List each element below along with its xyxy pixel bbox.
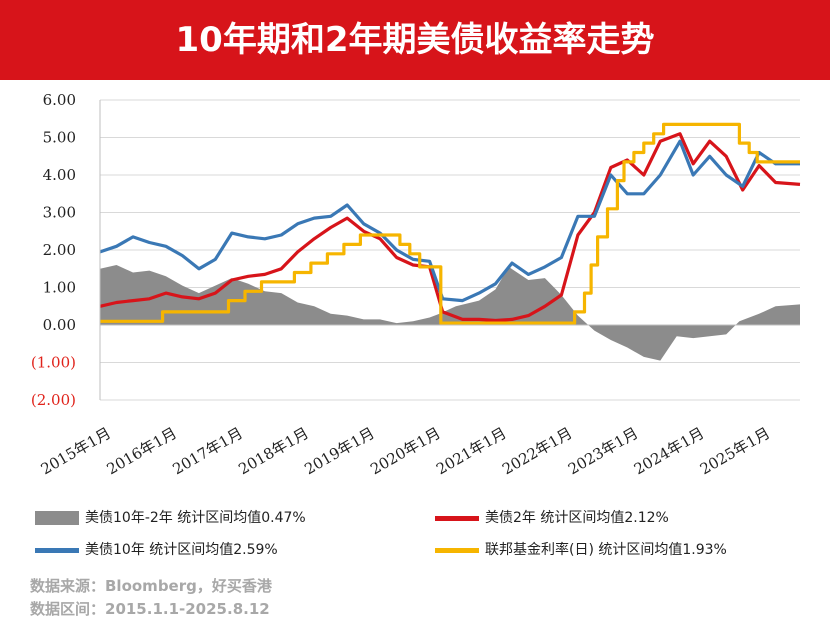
title-bar bbox=[0, 0, 830, 80]
legend-swatch-fedfunds bbox=[435, 548, 479, 553]
series-area-spread bbox=[100, 265, 800, 361]
series-group bbox=[99, 122, 801, 361]
legend-label-10y: 美债10年 统计区间均值2.59% bbox=[85, 542, 278, 558]
date-range-note: 数据区间：2015.1.1-2025.8.12 bbox=[30, 600, 270, 618]
y-tick-label: (1.00) bbox=[31, 354, 76, 372]
legend-label-2y: 美债2年 统计区间均值2.12% bbox=[485, 510, 669, 526]
series-line-3 bbox=[100, 122, 800, 325]
legend-item-spread: 美债10年-2年 统计区间均值0.47% bbox=[35, 506, 395, 530]
x-tick-label: 2016年1月 bbox=[104, 424, 180, 478]
yield-chart: 6.00 5.00 4.00 3.00 2.00 1.00 0.00 (1.00) (2.00)… bbox=[31, 91, 801, 478]
y-tick-label: 6.00 bbox=[43, 91, 76, 109]
legend-swatch-spread bbox=[35, 511, 79, 525]
legend-item-2y: 美债2年 统计区间均值2.12% bbox=[435, 506, 815, 530]
legend-swatch-2y bbox=[435, 516, 479, 521]
x-tick-label: 2020年1月 bbox=[367, 424, 443, 478]
series-line-1 bbox=[99, 132, 801, 323]
x-tick-label: 2023年1月 bbox=[565, 424, 641, 478]
legend-item-10y: 美债10年 统计区间均值2.59% bbox=[35, 538, 395, 562]
x-tick-label: 2019年1月 bbox=[301, 424, 377, 478]
x-tick-label: 2018年1月 bbox=[235, 424, 311, 478]
y-tick-label: 1.00 bbox=[43, 279, 76, 297]
legend-label-fedfunds: 联邦基金利率(日) 统计区间均值1.93% bbox=[485, 542, 727, 558]
chart-title: 10年期和2年期美债收益率走势 bbox=[175, 20, 655, 60]
y-tick-label: 0.00 bbox=[43, 316, 76, 334]
x-tick-label: 2022年1月 bbox=[499, 424, 575, 478]
y-tick-label: 5.00 bbox=[43, 129, 76, 147]
legend: 美债10年-2年 统计区间均值0.47% 美债2年 统计区间均值2.12% 美债… bbox=[0, 500, 830, 575]
source-note: 数据来源：Bloomberg，好买香港 bbox=[30, 577, 272, 595]
x-tick-label: 2015年1月 bbox=[38, 424, 114, 478]
y-tick-label: 3.00 bbox=[43, 204, 76, 222]
y-axis-ticks: 6.00 5.00 4.00 3.00 2.00 1.00 0.00 (1.00) (2.00) bbox=[31, 91, 76, 409]
legend-label-spread: 美债10年-2年 统计区间均值0.47% bbox=[85, 510, 306, 526]
y-tick-label: (2.00) bbox=[31, 391, 76, 409]
series-line-2 bbox=[99, 139, 800, 303]
y-tick-label: 2.00 bbox=[43, 241, 76, 259]
x-tick-label: 2025年1月 bbox=[697, 424, 773, 478]
legend-item-fedfunds: 联邦基金利率(日) 统计区间均值1.93% bbox=[435, 538, 825, 562]
x-axis-ticks: 2015年1月2016年1月2017年1月2018年1月2019年1月2020年… bbox=[38, 424, 773, 478]
y-tick-label: 4.00 bbox=[43, 166, 76, 184]
grid-lines bbox=[100, 99, 800, 401]
axis-lines bbox=[99, 100, 800, 400]
x-tick-label: 2021年1月 bbox=[433, 424, 509, 478]
x-tick-label: 2017年1月 bbox=[170, 424, 246, 478]
legend-swatch-10y bbox=[35, 548, 79, 553]
x-tick-label: 2024年1月 bbox=[631, 424, 707, 478]
